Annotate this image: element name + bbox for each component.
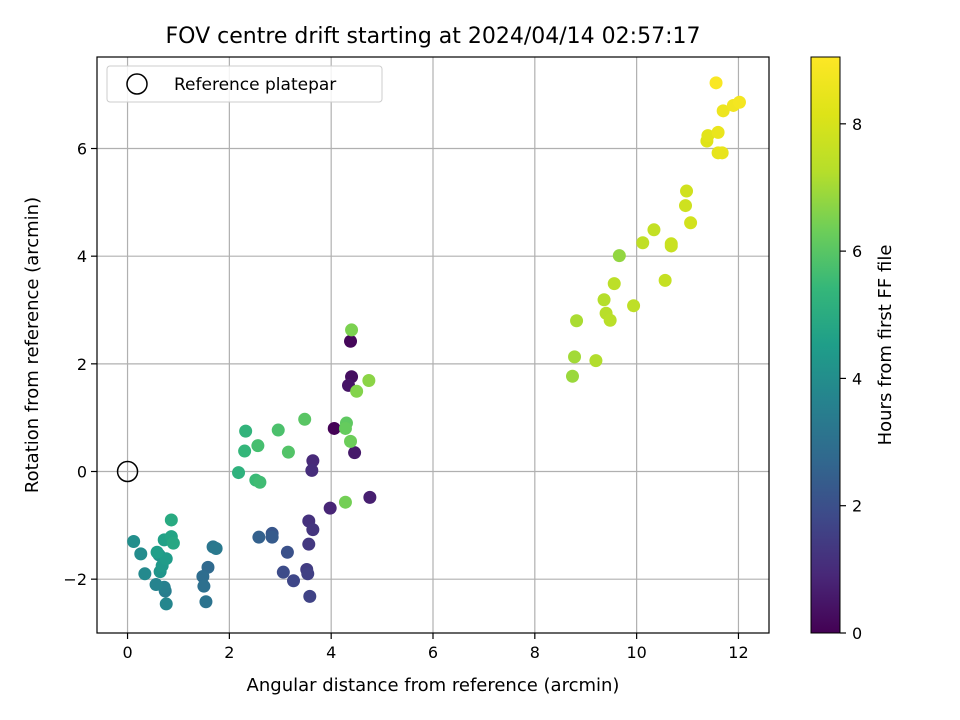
data-point — [636, 236, 650, 250]
data-point — [627, 299, 641, 313]
x-tick-label: 8 — [530, 643, 540, 662]
data-point — [281, 445, 295, 459]
data-point — [306, 454, 320, 468]
data-point — [149, 578, 163, 592]
data-point — [612, 249, 626, 263]
data-point — [276, 565, 290, 579]
x-axis-label: Angular distance from reference (arcmin) — [247, 675, 620, 696]
y-tick-label: 6 — [77, 140, 87, 159]
data-point — [280, 545, 294, 559]
data-point — [159, 552, 173, 566]
data-point — [664, 237, 678, 251]
x-tick-label: 10 — [626, 643, 646, 662]
data-point — [271, 423, 285, 437]
data-point — [238, 444, 252, 458]
data-point — [363, 490, 377, 504]
colorbar-frame — [810, 56, 841, 634]
y-tick-label: −2 — [63, 570, 87, 589]
data-point — [603, 313, 617, 327]
data-point — [251, 439, 265, 453]
data-point — [607, 277, 621, 291]
data-point — [164, 513, 178, 527]
colorbar-fill — [811, 57, 840, 633]
y-axis-label: Rotation from reference (arcmin) — [22, 197, 43, 493]
data-point — [344, 334, 358, 348]
data-point — [711, 125, 725, 139]
colorbar-tick-label: 6 — [852, 242, 862, 261]
data-point — [327, 421, 341, 435]
colorbar-tick-label: 8 — [852, 115, 862, 134]
x-tick-label: 0 — [122, 643, 132, 662]
data-point — [301, 567, 315, 581]
chart-title: FOV centre drift starting at 2024/04/14 … — [166, 24, 701, 49]
data-point — [565, 369, 579, 383]
data-point — [166, 536, 180, 550]
data-point — [150, 545, 164, 559]
colorbar-tick-label: 0 — [852, 624, 862, 643]
data-point — [684, 216, 698, 230]
reference-platepar-marker — [116, 460, 139, 483]
data-point — [715, 146, 729, 160]
x-tick-label: 2 — [224, 643, 234, 662]
colorbar-tick-label: 4 — [852, 369, 862, 388]
x-tick-label: 4 — [326, 643, 336, 662]
data-point — [647, 223, 661, 237]
legend-box — [106, 65, 383, 103]
data-point — [716, 104, 730, 118]
data-point — [732, 95, 746, 109]
data-point — [252, 530, 266, 544]
colorbar-label: Hours from first FF file — [875, 245, 896, 446]
data-point — [306, 523, 320, 537]
data-point — [232, 466, 246, 480]
data-point — [253, 475, 267, 489]
axis-ticks: 0 2 4 6 8 10 12 −2 0 2 4 6 — [63, 140, 748, 662]
colorbar-tick-label: 2 — [852, 497, 862, 516]
data-point — [589, 354, 603, 368]
legend-label: Reference platepar — [174, 75, 336, 95]
data-point — [197, 579, 211, 593]
data-point — [287, 574, 301, 588]
grid-layer — [97, 57, 769, 633]
data-point — [658, 273, 672, 287]
legend: Reference platepar — [106, 65, 383, 103]
data-point — [134, 547, 148, 561]
data-point — [568, 350, 582, 364]
data-point — [597, 293, 611, 307]
data-point — [338, 421, 352, 435]
data-points — [116, 76, 746, 611]
data-point — [701, 129, 715, 143]
data-point — [350, 384, 364, 398]
data-point — [298, 412, 312, 426]
data-point — [348, 446, 362, 460]
x-tick-label: 12 — [728, 643, 748, 662]
data-point — [159, 597, 173, 611]
data-point — [239, 424, 253, 438]
data-point — [199, 595, 213, 609]
data-point — [362, 374, 376, 388]
colorbar-ticks: 0 2 4 6 8 — [840, 115, 862, 643]
data-point — [570, 314, 584, 328]
legend-marker-circle-icon — [126, 73, 148, 95]
colorbar: 0 2 4 6 8 Hours from first FF file — [810, 56, 896, 643]
data-point — [709, 76, 723, 90]
y-tick-label: 2 — [77, 355, 87, 374]
data-point — [305, 463, 319, 477]
data-point — [265, 530, 279, 544]
data-point — [323, 501, 337, 515]
y-tick-label: 0 — [77, 463, 87, 482]
x-tick-label: 6 — [428, 643, 438, 662]
data-point — [209, 541, 223, 555]
data-point — [679, 199, 693, 213]
data-point — [680, 184, 694, 198]
data-point — [345, 323, 359, 337]
data-point — [138, 567, 152, 581]
data-point — [127, 534, 141, 548]
data-point — [303, 589, 317, 603]
data-point — [338, 495, 352, 509]
data-point — [302, 537, 316, 551]
y-tick-label: 4 — [77, 247, 87, 266]
data-point — [196, 569, 210, 583]
data-point — [344, 434, 358, 448]
